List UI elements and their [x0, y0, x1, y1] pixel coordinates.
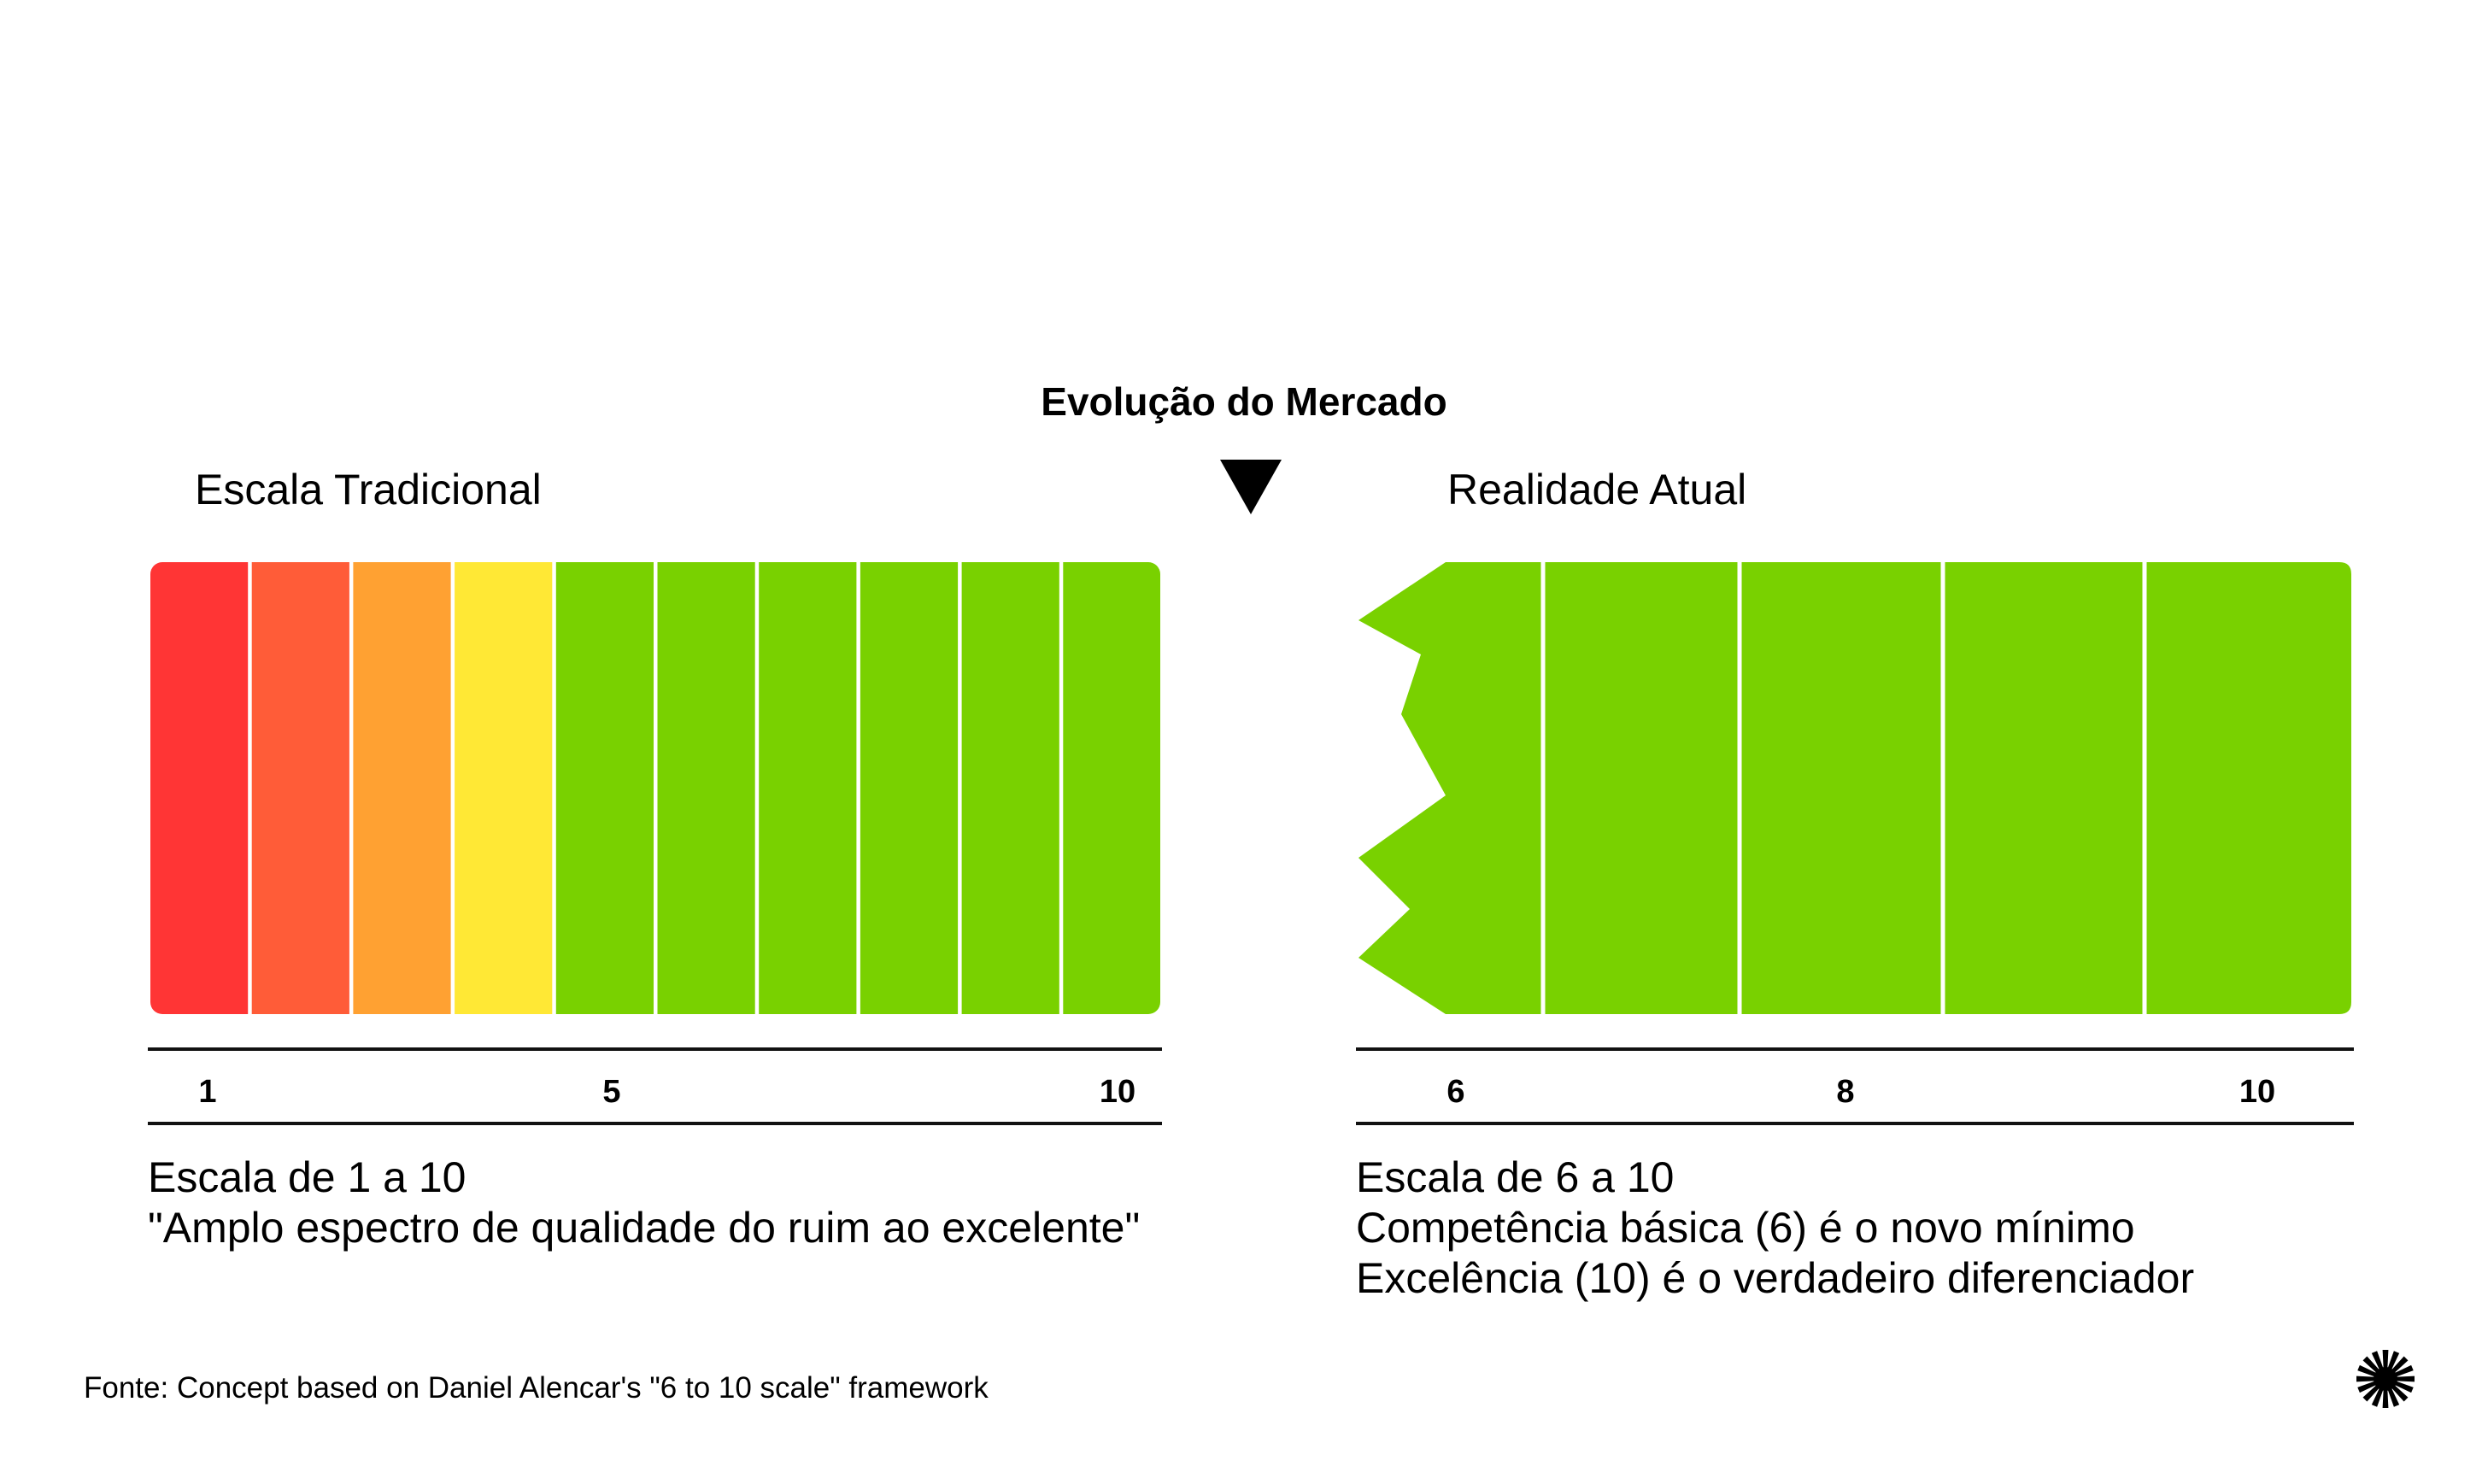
right-tick-label: 6 [1446, 1074, 1465, 1110]
scale-segment-5 [555, 562, 654, 1014]
current-reality-scale-bar [1358, 562, 2351, 1014]
left-panel-description: Escala de 1 a 10 "Amplo espectro de qual… [148, 1153, 1140, 1253]
scale-segment-4 [455, 562, 553, 1014]
segment-divider [1540, 562, 1546, 1014]
scale-segment-3 [353, 562, 451, 1014]
scale-segment-8 [1740, 562, 1943, 1014]
right-description-line: Escala de 6 a 10 [1356, 1153, 1675, 1201]
right-description-line: Excelência (10) é o verdadeiro diferenci… [1356, 1254, 2195, 1302]
right-panel-description: Escala de 6 a 10 Competência básica (6) … [1356, 1153, 2194, 1304]
page-title: Evolução do Mercado [1041, 379, 1447, 424]
scale-segment-1 [150, 562, 249, 1014]
scale-segment-10 [1063, 562, 1160, 1014]
traditional-scale-bar [150, 562, 1160, 1014]
right-tick-label: 10 [2239, 1074, 2276, 1110]
left-scale-top-rule [148, 1047, 1162, 1051]
left-description-line: "Amplo espectro de qualidade do ruim ao … [148, 1204, 1141, 1252]
right-panel-heading: Realidade Atual [1447, 466, 1747, 513]
scale-segment-2 [251, 562, 349, 1014]
right-tick-label: 8 [1836, 1074, 1855, 1110]
scale-segment-6 [1358, 562, 1543, 1014]
scale-segment-10 [2145, 562, 2351, 1014]
left-tick-label: 1 [198, 1074, 217, 1110]
logo-core [2374, 1367, 2397, 1391]
right-scale-bottom-rule [1356, 1122, 2354, 1125]
segment-divider [1940, 562, 1945, 1014]
left-description-line: Escala de 1 a 10 [148, 1153, 466, 1201]
scale-segment-7 [1543, 562, 1740, 1014]
scale-segment-9 [961, 562, 1059, 1014]
segment-divider [1737, 562, 1742, 1014]
starburst-logo-icon [2356, 1350, 2415, 1408]
right-description-line: Competência básica (6) é o novo mínimo [1356, 1204, 2135, 1252]
down-triangle-icon [1220, 460, 1282, 514]
right-scale-top-rule [1356, 1047, 2354, 1051]
scale-segment-8 [860, 562, 959, 1014]
scale-segment-9 [1943, 562, 2145, 1014]
left-tick-label: 5 [602, 1074, 621, 1110]
scale-segment-7 [759, 562, 857, 1014]
scale-segment-6 [657, 562, 755, 1014]
left-tick-label: 10 [1099, 1074, 1136, 1110]
source-note: Fonte: Concept based on Daniel Alencar's… [84, 1371, 989, 1405]
left-panel-heading: Escala Tradicional [195, 466, 542, 513]
segment-divider [2142, 562, 2147, 1014]
left-scale-bottom-rule [148, 1122, 1162, 1125]
